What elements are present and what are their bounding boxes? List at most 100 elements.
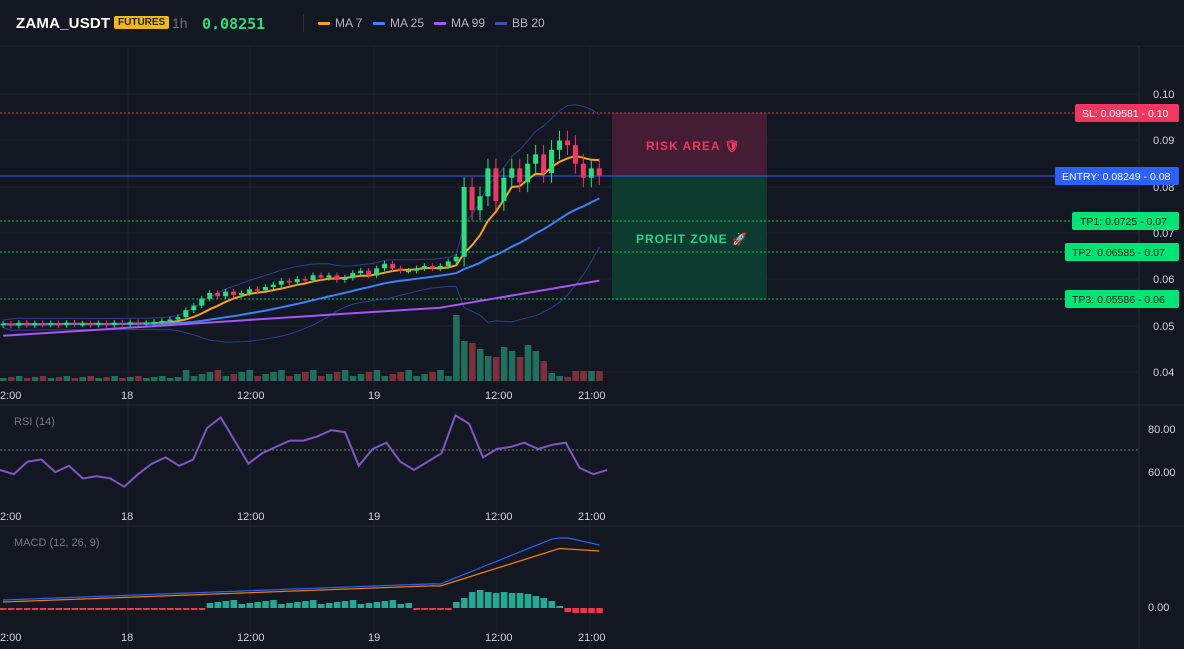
candle-body (533, 154, 539, 164)
candle-body (32, 323, 38, 326)
time-label: 19 (368, 632, 380, 644)
macd-histogram-bar (254, 602, 261, 608)
symbol-name[interactable]: ZAMA_USDT (16, 15, 111, 32)
macd-histogram-bar (333, 602, 341, 608)
macd-histogram-bar (166, 608, 174, 610)
macd-histogram-bar (63, 608, 71, 610)
macd-histogram-bar (302, 601, 309, 608)
macd-histogram-bar (532, 596, 540, 608)
candle-body (294, 279, 300, 283)
volume-bar (596, 371, 603, 381)
macd-histogram-bar (373, 602, 381, 608)
volume-bar (270, 372, 277, 381)
macd-histogram-bar (270, 600, 277, 608)
moving-averages (2, 154, 600, 337)
legend-ma25[interactable]: MA 25 (373, 16, 424, 30)
volume-bar (318, 376, 325, 381)
volume-bar (47, 378, 55, 381)
volume-bar (341, 370, 349, 381)
macd-histogram-bar (500, 592, 508, 608)
candle-body (48, 323, 54, 325)
volume-bar (182, 370, 190, 381)
volume-bar (437, 370, 444, 381)
candle-body (342, 277, 348, 280)
macd-histogram-bar (246, 603, 253, 608)
volume-bar (254, 376, 261, 381)
ma7-swatch-icon (318, 21, 330, 25)
candle-body (16, 322, 22, 326)
candle-body (541, 154, 547, 174)
candle-body (461, 187, 467, 257)
legend-ma99[interactable]: MA 99 (434, 16, 485, 30)
candle-body (485, 168, 491, 197)
macd-histogram-bar (159, 608, 166, 610)
macd-histogram-bar (381, 601, 389, 608)
macd-histogram-bar (151, 608, 158, 610)
candle-body (453, 256, 459, 262)
macd-histogram-bar (23, 608, 31, 610)
time-label: 12:00 (237, 511, 265, 523)
candle-body (159, 320, 165, 323)
macd-histogram-bar (294, 602, 301, 608)
header-divider (303, 14, 304, 32)
ma25-swatch-icon (373, 21, 385, 25)
candle-body (596, 168, 602, 176)
macd-histogram-bar (174, 608, 182, 610)
time-label: 12:00 (237, 390, 265, 402)
volume-bar (55, 377, 63, 381)
volume-bar (508, 351, 516, 381)
time-axis-main: 2:00 18 12:00 19 12:00 21:00 (0, 390, 606, 402)
candle-body (8, 323, 14, 326)
macd-histogram-bar (238, 604, 245, 608)
legend-ma7[interactable]: MA 7 (318, 16, 362, 30)
volume-bar (381, 376, 389, 381)
volume-bar (246, 370, 253, 381)
macd-histogram-bar (190, 608, 198, 610)
candle-body (103, 323, 109, 326)
volume-bar (159, 376, 166, 381)
macd-histogram-bar (548, 601, 556, 608)
candle-body (580, 163, 586, 178)
time-label: 18 (121, 390, 133, 402)
volume-bar (524, 345, 532, 381)
candle-body (572, 145, 578, 164)
volume-bar (580, 371, 587, 381)
candle-body (80, 323, 85, 326)
volume-bar (357, 374, 365, 381)
volume-bar (15, 376, 23, 381)
macd-histogram-bar (222, 601, 230, 608)
macd-histogram-bar (95, 608, 102, 610)
candle-body (119, 322, 125, 325)
interval-selector[interactable]: 1h (172, 15, 188, 31)
volume-bar (349, 376, 357, 381)
candle-body (350, 273, 356, 278)
macd-histogram-bar (286, 603, 293, 608)
macd-histogram-bar (318, 604, 325, 608)
candle-body (469, 187, 475, 211)
macd-histogram-bar (397, 604, 404, 608)
macd-histogram-bar (15, 608, 23, 610)
macd-histogram-bar (278, 604, 285, 608)
macd-histogram-bar (230, 600, 238, 608)
candle-body (95, 323, 101, 325)
volume-bar (413, 376, 420, 381)
candle-body (183, 310, 189, 318)
candle-body (175, 317, 181, 320)
candle-body (588, 168, 594, 178)
macd-histogram-bar (580, 608, 587, 613)
tp3-label-box (1065, 290, 1179, 308)
volume-bar (484, 356, 492, 381)
macd-signal-line (2, 547, 600, 603)
candle-body (334, 275, 340, 280)
volume-bar (373, 370, 381, 381)
price-tick-0.10: 0.10 (1153, 89, 1174, 101)
time-label: 12:00 (485, 632, 513, 644)
volume-bar (39, 376, 47, 381)
legend-bb20[interactable]: BB 20 (495, 16, 545, 30)
time-axis-rsi: 2:00 18 12:00 19 12:00 21:00 (0, 511, 606, 523)
candle-body (0, 323, 6, 326)
candle-body (318, 275, 324, 278)
macd-histogram-bar (429, 608, 436, 610)
candle-body (358, 270, 364, 274)
